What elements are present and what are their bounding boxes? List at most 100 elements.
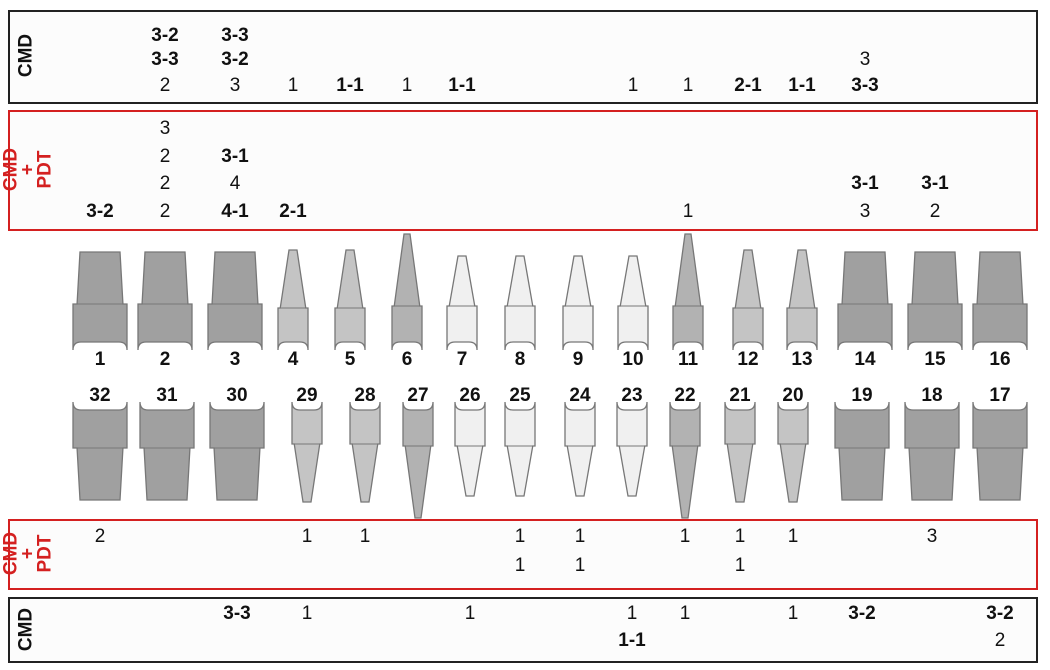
cmd-finding: 1 (626, 603, 638, 624)
cmd-finding: 2 (159, 75, 171, 96)
lower-tooth-30 (209, 401, 265, 501)
cmd-finding: 3-2 (848, 603, 876, 624)
tooth-number: 26 (459, 385, 481, 406)
cmd-finding: 1-1 (448, 75, 476, 96)
upper-tooth-11 (672, 233, 704, 351)
tooth-number: 6 (401, 349, 413, 370)
upper-tooth-9 (562, 255, 594, 351)
lower-tooth-22 (669, 401, 701, 519)
tooth-number: 10 (622, 349, 644, 370)
upper-tooth-2 (137, 251, 193, 351)
cmd-finding: 3-3 (223, 603, 251, 624)
upper-tooth-12 (732, 249, 764, 351)
lower-tooth-19 (834, 401, 890, 501)
cmd-pdt-finding: 2 (159, 146, 171, 167)
cmd-pdt-finding: 3 (859, 201, 871, 222)
tooth-number: 21 (729, 385, 751, 406)
tooth-number: 23 (621, 385, 643, 406)
lower-tooth-29 (291, 401, 323, 503)
tooth-number: 19 (851, 385, 873, 406)
tooth-number: 7 (456, 349, 468, 370)
cmd-finding: 1-1 (788, 75, 816, 96)
tooth-number: 4 (287, 349, 299, 370)
cmd-pdt-finding: 3-1 (851, 173, 879, 194)
cmd-finding: 3-2 (151, 25, 179, 46)
cmd-finding: 3-3 (151, 49, 179, 70)
cmd-finding: 1 (787, 603, 799, 624)
tooth-number: 9 (572, 349, 584, 370)
cmd-pdt-finding: 3 (926, 526, 938, 547)
tooth-number: 32 (89, 385, 111, 406)
cmd-finding: 3 (859, 49, 871, 70)
cmd-finding: 1-1 (336, 75, 364, 96)
tooth-number: 14 (854, 349, 876, 370)
cmd-finding: 3-2 (986, 603, 1014, 624)
cmd-finding: 1 (401, 75, 413, 96)
cmd-pdt-finding: 2 (159, 201, 171, 222)
cmd-pdt-finding: 1 (734, 526, 746, 547)
upper-cmd-pdt-panel: CMD + PDT (1, 110, 1038, 231)
cmd-finding: 2 (994, 630, 1006, 651)
tooth-number: 15 (924, 349, 946, 370)
cmd-pdt-finding: 1 (514, 555, 526, 576)
cmd-pdt-finding: 3 (159, 118, 171, 139)
lower-tooth-20 (777, 401, 809, 503)
cmd-pdt-finding: 3-1 (221, 146, 249, 167)
cmd-finding: 1 (464, 603, 476, 624)
upper-tooth-16 (972, 251, 1028, 351)
cmd-pdt-finding: 1 (574, 526, 586, 547)
upper-tooth-4 (277, 249, 309, 351)
cmd-finding: 3-2 (221, 49, 249, 70)
cmd-pdt-finding: 4 (229, 173, 241, 194)
tooth-number: 16 (989, 349, 1011, 370)
cmd-pdt-finding: 3-2 (86, 201, 114, 222)
tooth-number: 1 (94, 349, 106, 370)
tooth-number: 27 (407, 385, 429, 406)
tooth-number: 24 (569, 385, 591, 406)
cmd-pdt-finding: 1 (301, 526, 313, 547)
tooth-number: 31 (156, 385, 178, 406)
lower-tooth-18 (904, 401, 960, 501)
cmd-pdt-finding: 1 (734, 555, 746, 576)
upper-tooth-3 (207, 251, 263, 351)
cmd-finding: 1 (627, 75, 639, 96)
tooth-number: 25 (509, 385, 531, 406)
upper-cmd-panel: CMD (8, 10, 1038, 104)
lower-tooth-26 (454, 401, 486, 497)
cmd-pdt-finding: 1 (682, 201, 694, 222)
tooth-number: 29 (296, 385, 318, 406)
tooth-number: 30 (226, 385, 248, 406)
cmd-pdt-finding: 4-1 (221, 201, 249, 222)
cmd-finding: 3-3 (851, 75, 879, 96)
tooth-number: 13 (791, 349, 813, 370)
cmd-pdt-finding: 1 (679, 526, 691, 547)
tooth-number: 5 (344, 349, 356, 370)
upper-tooth-5 (334, 249, 366, 351)
tooth-number: 22 (674, 385, 696, 406)
lower-tooth-27 (402, 401, 434, 519)
cmd-pdt-finding: 1 (787, 526, 799, 547)
lower-tooth-17 (972, 401, 1028, 501)
tooth-number: 18 (921, 385, 943, 406)
cmd-pdt-finding: 1 (359, 526, 371, 547)
cmd-pdt-finding: 2 (929, 201, 941, 222)
cmd-finding: 1 (679, 603, 691, 624)
lower-tooth-24 (564, 401, 596, 497)
upper-tooth-13 (786, 249, 818, 351)
tooth-number: 2 (159, 349, 171, 370)
upper-tooth-1 (72, 251, 128, 351)
tooth-number: 8 (514, 349, 526, 370)
lower-tooth-23 (616, 401, 648, 497)
cmd-finding: 2-1 (734, 75, 762, 96)
lower-tooth-28 (349, 401, 381, 503)
cmd-pdt-finding: 3-1 (921, 173, 949, 194)
upper-tooth-7 (446, 255, 478, 351)
cmd-finding: 3-3 (221, 25, 249, 46)
tooth-number: 12 (737, 349, 759, 370)
cmd-pdt-finding: 1 (514, 526, 526, 547)
lower-tooth-31 (139, 401, 195, 501)
lower-cmd-panel: CMD (8, 597, 1038, 663)
cmd-finding: 3 (229, 75, 241, 96)
tooth-number: 17 (989, 385, 1011, 406)
